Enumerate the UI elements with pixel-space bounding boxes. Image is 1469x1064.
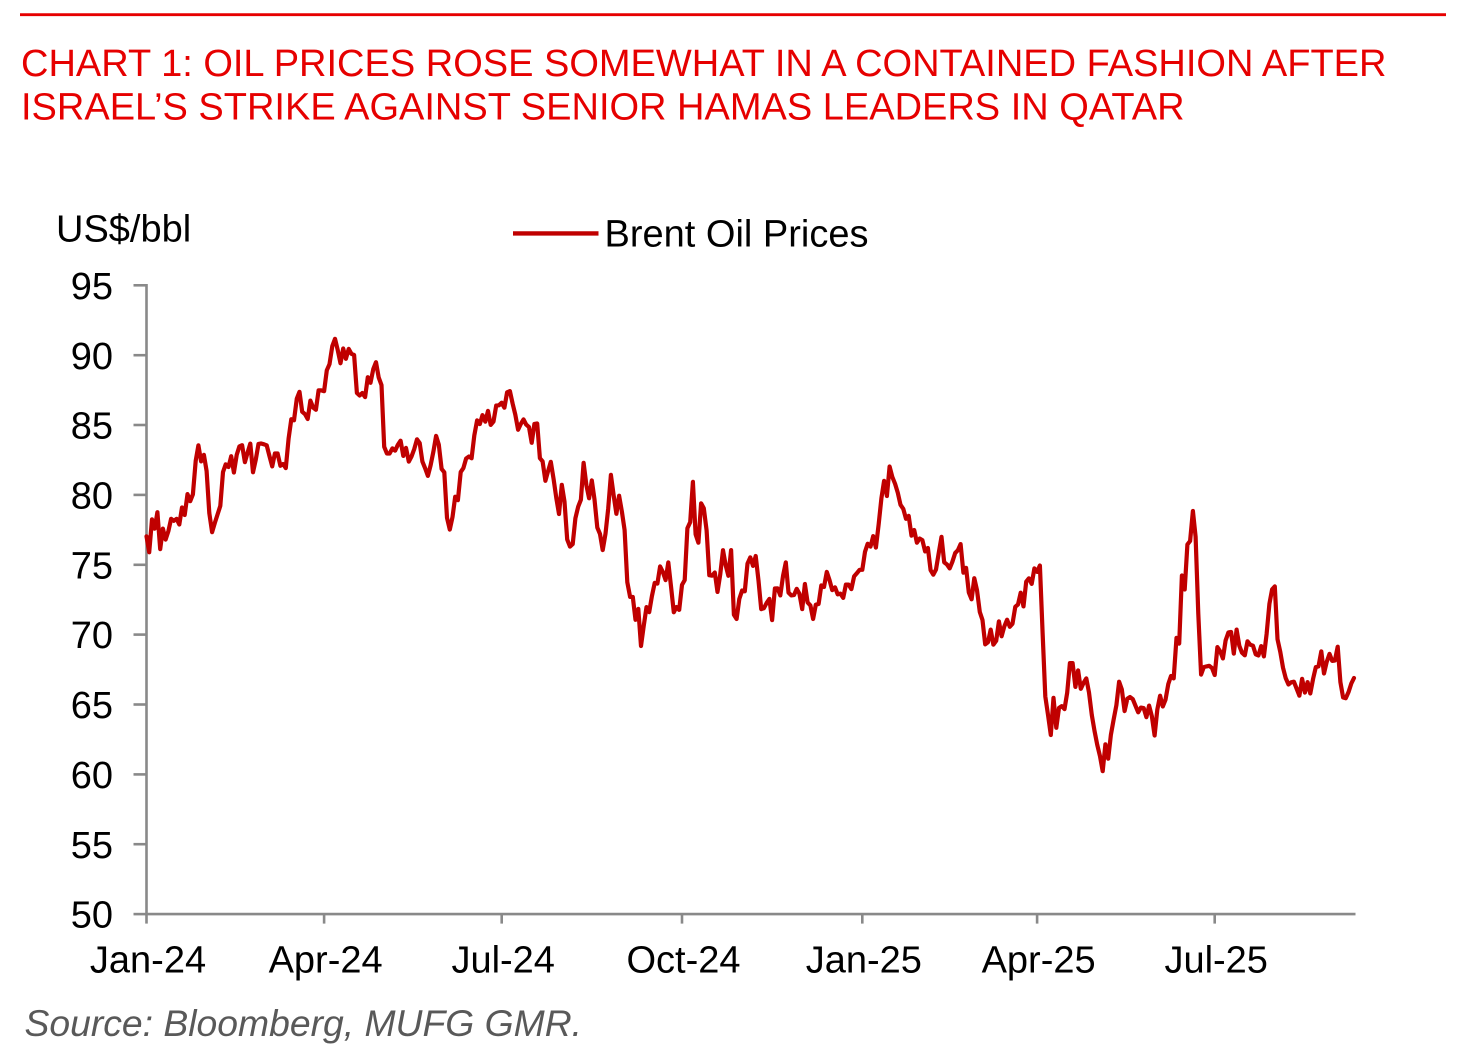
svg-text:50: 50 <box>71 895 113 937</box>
svg-text:Brent Oil Prices: Brent Oil Prices <box>605 213 869 255</box>
svg-text:75: 75 <box>71 545 113 587</box>
svg-text:Jan-25: Jan-25 <box>806 940 922 982</box>
svg-text:90: 90 <box>71 336 113 378</box>
svg-text:95: 95 <box>71 266 113 308</box>
svg-text:US$/bbl: US$/bbl <box>56 208 191 250</box>
svg-text:85: 85 <box>71 406 113 448</box>
svg-text:Apr-24: Apr-24 <box>269 940 383 982</box>
svg-text:Source: Bloomberg, MUFG GMR.: Source: Bloomberg, MUFG GMR. <box>25 1002 583 1044</box>
svg-text:CHART 1: OIL PRICES ROSE SOMEW: CHART 1: OIL PRICES ROSE SOMEWHAT IN A C… <box>21 43 1386 85</box>
svg-text:Jan-24: Jan-24 <box>90 940 206 982</box>
svg-text:Apr-25: Apr-25 <box>982 940 1096 982</box>
svg-text:Jul-25: Jul-25 <box>1164 940 1268 982</box>
svg-text:60: 60 <box>71 755 113 797</box>
svg-text:Jul-24: Jul-24 <box>451 940 555 982</box>
svg-text:Oct-24: Oct-24 <box>626 940 740 982</box>
svg-text:ISRAEL’S STRIKE AGAINST SENIOR: ISRAEL’S STRIKE AGAINST SENIOR HAMAS LEA… <box>21 86 1185 128</box>
svg-text:65: 65 <box>71 685 113 727</box>
svg-text:70: 70 <box>71 615 113 657</box>
svg-text:55: 55 <box>71 825 113 867</box>
svg-text:80: 80 <box>71 476 113 518</box>
